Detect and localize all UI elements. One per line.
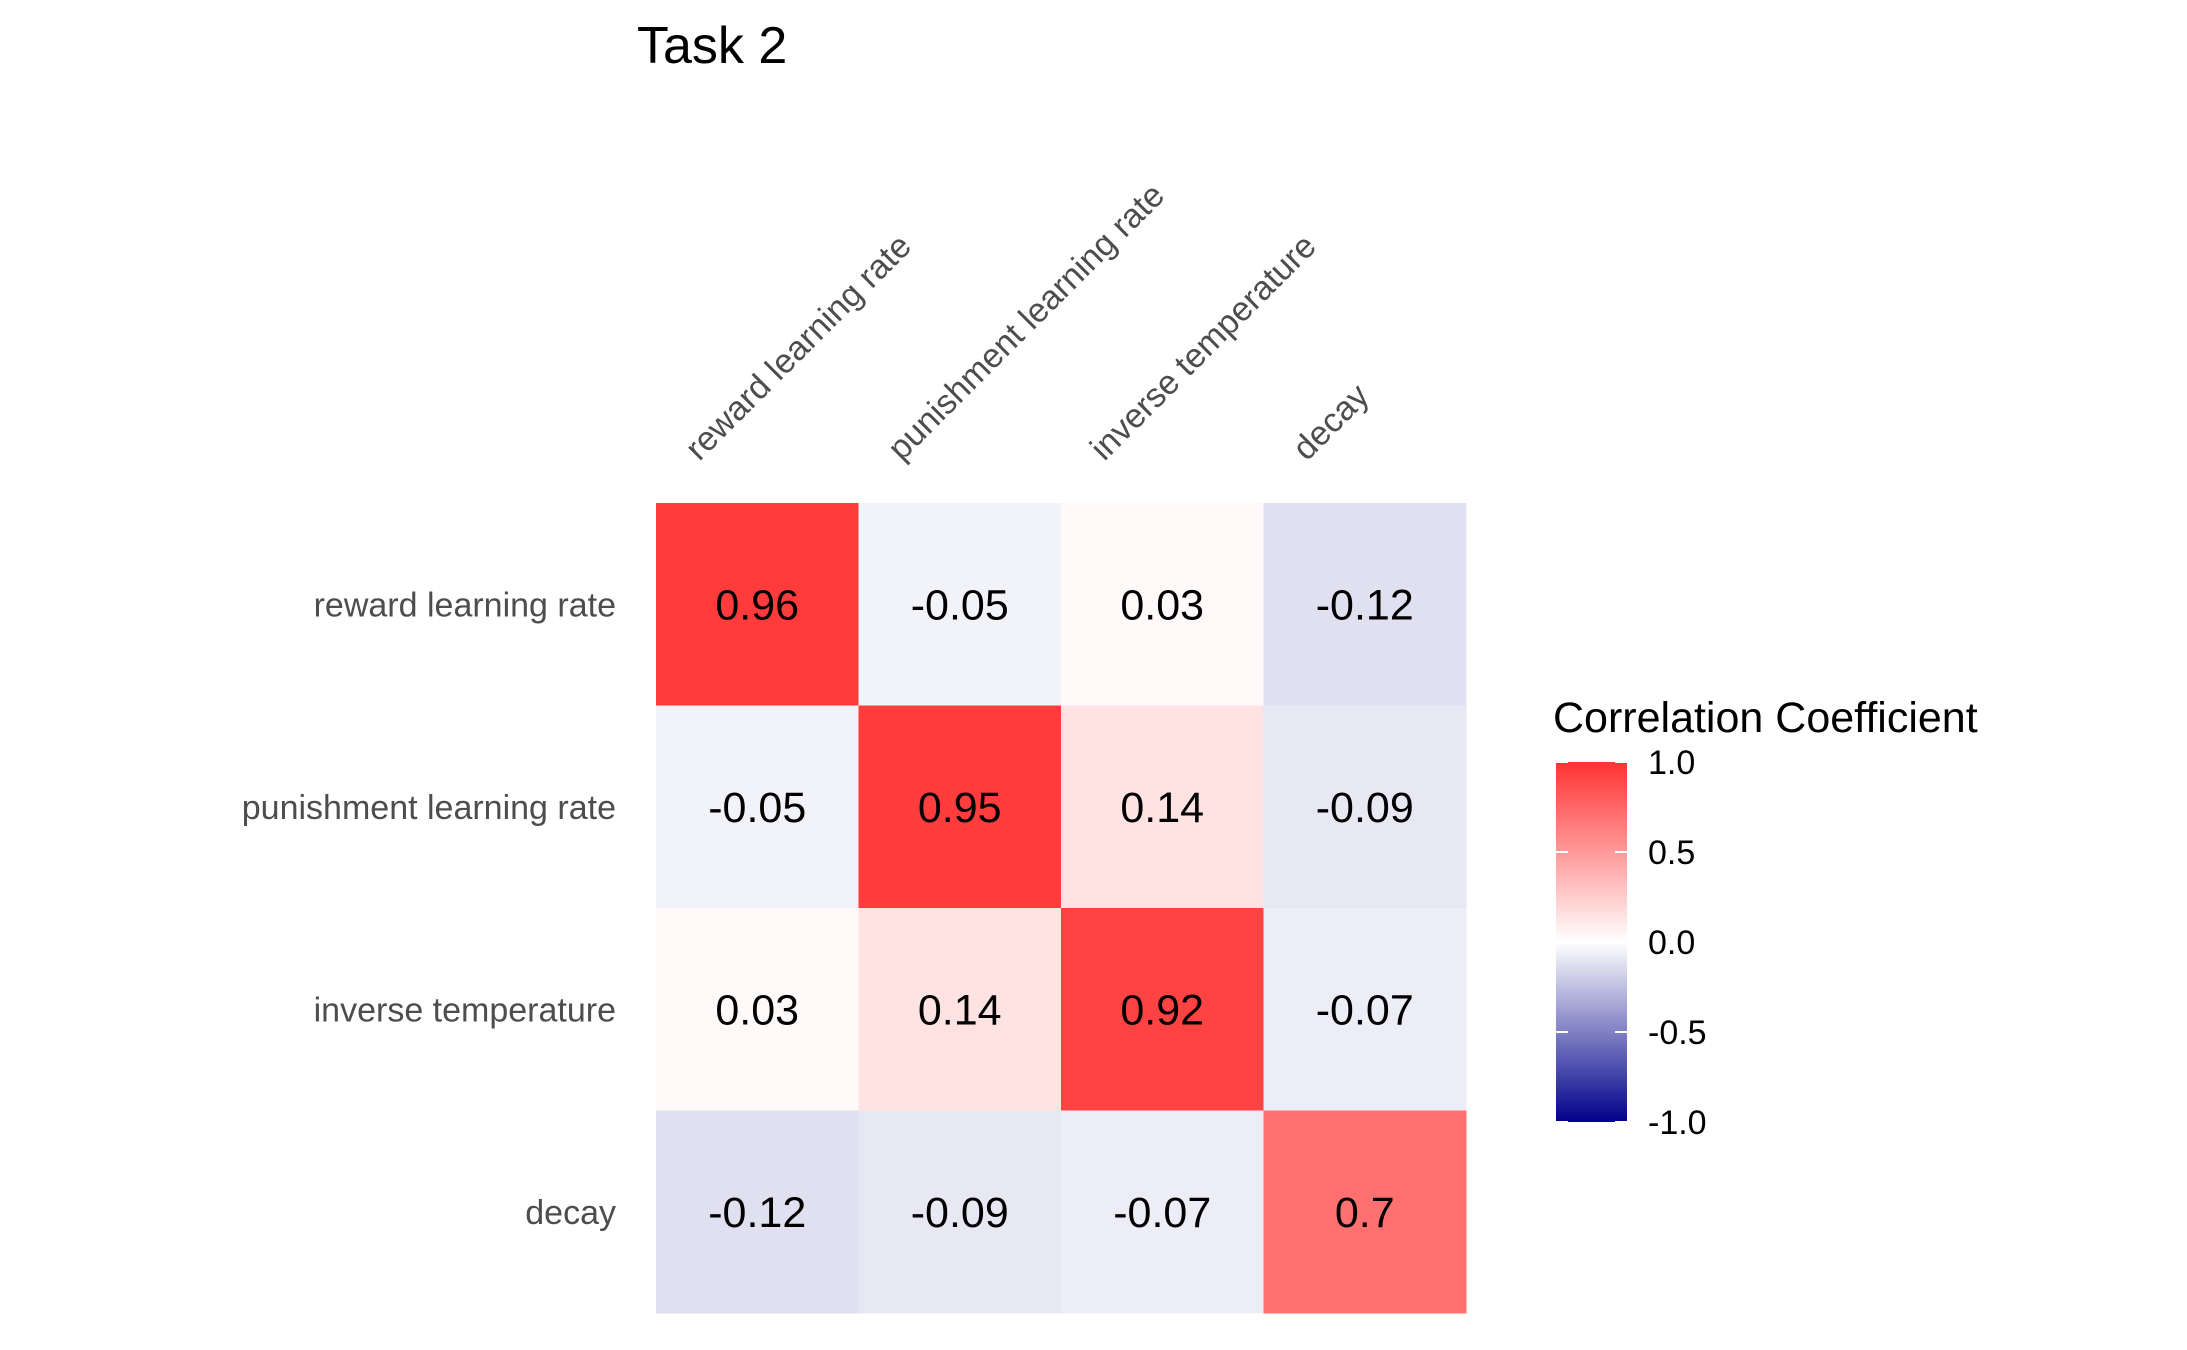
cell-value-label: -0.12 [1316, 581, 1414, 629]
x-tick-label: inverse temperature [1083, 227, 1324, 468]
y-tick-label: punishment learning rate [242, 789, 616, 827]
y-tick-label: reward learning rate [314, 586, 616, 624]
heatmap-cell [656, 908, 859, 1111]
cell-value-label: -0.05 [708, 784, 806, 832]
legend-tick-label: 0.0 [1648, 924, 1695, 962]
heatmap-cell [1263, 503, 1467, 706]
cell-value-label: 0.95 [918, 784, 1002, 832]
cell-value-label: -0.09 [1316, 784, 1414, 832]
heatmap-cell [656, 1110, 859, 1314]
chart-title: Task 2 [637, 17, 787, 75]
heatmap-cell [1061, 503, 1264, 706]
heatmap-cell [858, 908, 1062, 1111]
heatmap-cell [1061, 705, 1264, 909]
heatmap-cell [1263, 908, 1467, 1111]
heatmap-cell [1061, 908, 1264, 1111]
heatmap-cell [1263, 1110, 1467, 1314]
cell-value-label: -0.12 [708, 1189, 806, 1237]
legend-tick-label: -1.0 [1648, 1104, 1707, 1142]
x-tick-label: decay [1286, 377, 1377, 468]
legend-ticks: 1.0 0.5 0.0 -0.5 -1.0 [1556, 744, 1707, 1142]
y-tick-label: inverse temperature [314, 991, 616, 1029]
heatmap-cell [858, 705, 1062, 909]
y-tick-label: decay [525, 1194, 616, 1232]
heatmap-cell [1263, 705, 1467, 909]
legend-tick-label: 1.0 [1648, 744, 1695, 782]
cell-value-label: -0.07 [1113, 1189, 1211, 1237]
cell-value-label: 0.14 [918, 986, 1002, 1034]
cell-value-label: 0.03 [715, 986, 799, 1034]
cell-value-label: 0.92 [1120, 986, 1204, 1034]
heatmap-cell [858, 1110, 1062, 1314]
cell-value-label: 0.14 [1120, 784, 1204, 832]
legend-tick-label: 0.5 [1648, 834, 1695, 872]
legend-tick-label: -0.5 [1648, 1014, 1707, 1052]
y-axis-labels: reward learning rate punishment learning … [242, 586, 616, 1232]
legend-title: Correlation Coefficient [1553, 694, 1978, 742]
x-tick-label: reward learning rate [678, 227, 919, 468]
cell-value-label: 0.03 [1120, 581, 1204, 629]
heatmap-cell [656, 503, 859, 706]
cell-value-label: -0.09 [911, 1189, 1009, 1237]
cell-value-label: 0.7 [1335, 1189, 1395, 1237]
heatmap-cell [656, 705, 859, 909]
heatmap-cells: 0.96 -0.05 0.03 -0.12 -0.05 0.95 0.14 -0.09 0.03… [656, 503, 1467, 1314]
heatmap-cell [1061, 1110, 1264, 1314]
cell-value-label: -0.05 [911, 581, 1009, 629]
cell-value-label: 0.96 [715, 581, 799, 629]
heatmap-cell [858, 503, 1062, 706]
color-legend: Correlation Coefficient 1.0 0.5 0.0 -0.5 -1.… [1553, 694, 1978, 1142]
cell-value-label: -0.07 [1316, 986, 1414, 1034]
